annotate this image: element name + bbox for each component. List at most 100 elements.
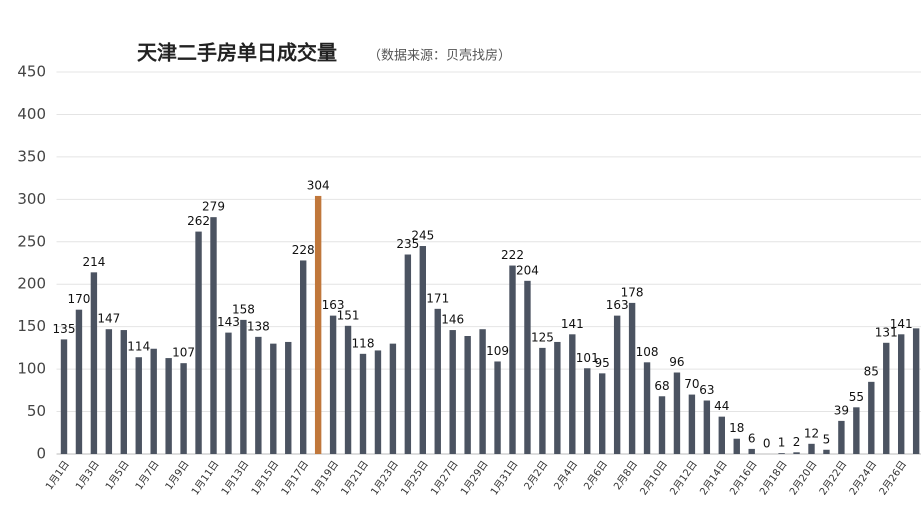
- bar: [823, 449, 830, 454]
- value-label: 131: [875, 325, 898, 339]
- bar: [658, 396, 666, 454]
- bar: [703, 400, 711, 454]
- bar: [868, 381, 875, 454]
- bar: [225, 332, 232, 454]
- x-tick-label: 2月14日: [697, 459, 729, 498]
- value-label: 6: [748, 431, 756, 445]
- value-label: 138: [247, 319, 270, 333]
- value-label: 304: [307, 178, 330, 192]
- value-label: 171: [426, 291, 449, 305]
- value-label: 163: [606, 298, 629, 312]
- y-tick-label: 100: [17, 360, 46, 378]
- x-tick-label: 2月2日: [522, 459, 551, 493]
- bar: [150, 348, 157, 454]
- y-tick-label: 350: [17, 147, 46, 165]
- bar: [554, 341, 561, 454]
- y-tick-label: 300: [17, 190, 46, 208]
- x-tick-label: 2月26日: [877, 459, 909, 498]
- x-tick-label: 1月5日: [103, 459, 132, 493]
- bar: [748, 448, 755, 454]
- x-tick-label: 1月7日: [133, 459, 162, 493]
- bar: [778, 453, 785, 454]
- x-tick-label: 1月31日: [488, 459, 520, 498]
- bar: [270, 343, 277, 454]
- value-label: 107: [172, 346, 195, 360]
- x-tick-label: 1月17日: [279, 459, 311, 498]
- value-label: 108: [636, 345, 659, 359]
- value-label: 214: [82, 255, 105, 269]
- bar: [808, 443, 815, 454]
- x-tick-label: 2月20日: [787, 459, 819, 498]
- bar: [628, 302, 636, 454]
- bar: [733, 438, 740, 454]
- value-label: 141: [561, 317, 584, 331]
- value-label: 44: [714, 399, 729, 413]
- chart-title: 天津二手房单日成交量: [137, 41, 337, 65]
- value-label: 63: [699, 383, 714, 397]
- value-label: 204: [516, 263, 539, 277]
- bar: [853, 407, 860, 454]
- bar: [584, 368, 591, 454]
- x-tick-label: 2月12日: [668, 459, 700, 498]
- bar: [60, 339, 68, 454]
- value-label: 178: [621, 285, 644, 299]
- x-tick-label: 1月25日: [398, 459, 430, 498]
- bar: [569, 334, 576, 454]
- y-tick-label: 50: [27, 402, 46, 420]
- value-label: 39: [834, 403, 849, 417]
- x-tick-label: 2月16日: [727, 459, 759, 498]
- bar: [509, 265, 516, 454]
- y-tick-label: 0: [36, 445, 46, 463]
- y-tick-label: 200: [17, 275, 46, 293]
- value-label: 222: [501, 248, 524, 262]
- value-label: 114: [127, 340, 150, 354]
- bar: [240, 319, 247, 454]
- bar: [434, 308, 441, 454]
- x-tick-label: 1月13日: [219, 459, 251, 498]
- x-tick-label: 1月19日: [309, 459, 341, 498]
- y-tick-label: 450: [17, 63, 46, 81]
- y-tick-label: 400: [17, 105, 46, 123]
- bar: [285, 341, 292, 454]
- value-label: 95: [595, 356, 610, 370]
- bar: [344, 325, 352, 454]
- bar: [688, 394, 696, 454]
- bar: [539, 347, 546, 454]
- bar: [105, 329, 113, 454]
- value-label: 228: [292, 243, 315, 257]
- bar: [599, 373, 606, 454]
- value-label: 170: [67, 292, 90, 306]
- bar: [165, 358, 172, 454]
- value-label: 143: [217, 315, 240, 329]
- x-tick-label: 2月10日: [638, 459, 670, 498]
- x-tick-label: 1月29日: [458, 459, 490, 498]
- value-label: 101: [576, 351, 599, 365]
- y-tick-label: 250: [17, 232, 46, 250]
- bar: [210, 217, 217, 454]
- value-label: 118: [352, 336, 375, 350]
- bar: [898, 334, 905, 454]
- value-label: 151: [337, 308, 360, 322]
- bar: [883, 342, 890, 454]
- x-tick-label: 1月1日: [43, 459, 72, 493]
- chart-subtitle: （数据来源：贝壳找房）: [368, 48, 511, 64]
- x-tick-label: 1月9日: [163, 459, 192, 493]
- x-tick-label: 2月22日: [817, 459, 849, 498]
- value-label: 55: [849, 390, 864, 404]
- value-label: 135: [53, 322, 76, 336]
- bar: [838, 420, 845, 454]
- bar: [643, 362, 651, 454]
- bar: [120, 330, 127, 454]
- x-tick-label: 1月15日: [249, 459, 281, 498]
- x-tick-label: 2月8日: [611, 459, 640, 493]
- bar: [90, 272, 98, 454]
- value-label: 85: [864, 364, 879, 378]
- bar: [359, 353, 367, 454]
- bar: [180, 363, 187, 454]
- y-tick-label: 150: [17, 317, 46, 335]
- value-label: 146: [441, 313, 464, 327]
- bar: [912, 328, 920, 454]
- value-label: 262: [187, 214, 210, 228]
- value-label: 5: [823, 432, 831, 446]
- bar: [673, 372, 681, 454]
